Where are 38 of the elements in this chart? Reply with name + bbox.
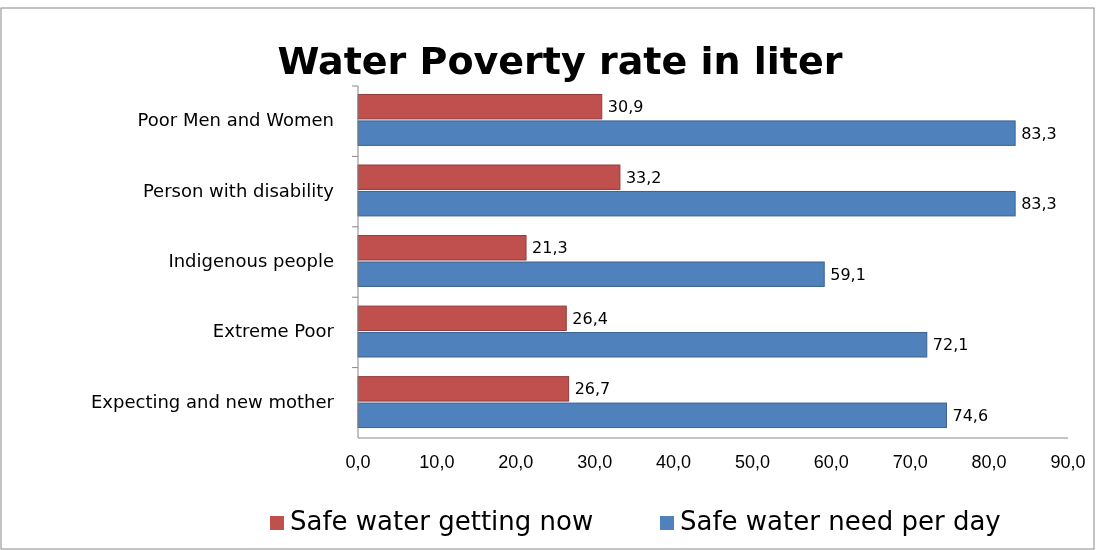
x-tick-label: 0,0 [345, 452, 371, 472]
x-tick-label: 70,0 [892, 452, 928, 472]
data-label: 26,4 [572, 308, 608, 328]
bar [357, 235, 527, 261]
data-label: 26,7 [574, 379, 611, 399]
data-label: 21,3 [532, 238, 568, 258]
legend-label: Safe water need per day [680, 506, 1001, 536]
data-label: 72,1 [932, 335, 969, 355]
bar [357, 376, 570, 402]
chart-title: Water Poverty rate in liter [277, 39, 843, 83]
data-label: 59,1 [830, 264, 866, 284]
data-label: 83,3 [1021, 194, 1057, 214]
bar [357, 190, 1016, 217]
x-tick-label: 30,0 [577, 452, 613, 472]
bar [357, 164, 621, 190]
data-label: 33,2 [625, 167, 662, 187]
bar [357, 261, 825, 287]
x-tick-label: 90,0 [1050, 452, 1086, 472]
data-label: 74,6 [952, 405, 989, 425]
x-tick-label: 40,0 [656, 452, 692, 472]
y-tick-label: Poor Men and Women [137, 109, 334, 131]
y-tick-label: Indigenous people [168, 250, 334, 271]
x-tick-label: 80,0 [971, 452, 1007, 472]
data-label: 83,3 [1021, 123, 1057, 143]
legend-label: Safe water getting now [290, 506, 594, 536]
x-tick-label: 60,0 [813, 452, 849, 472]
y-tick-label: Extreme Poor [212, 320, 335, 342]
y-tick-label: Expecting and new mother [90, 390, 335, 412]
bar [357, 305, 567, 332]
bar [357, 120, 1016, 146]
y-tick-label: Person with disability [142, 179, 335, 201]
bar [357, 93, 603, 120]
x-tick-label: 20,0 [498, 452, 534, 472]
data-label: 30,9 [607, 97, 644, 117]
bar [357, 402, 948, 429]
bar [357, 332, 928, 358]
x-tick-label: 50,0 [734, 452, 770, 472]
x-tick-label: 10,0 [419, 452, 455, 472]
